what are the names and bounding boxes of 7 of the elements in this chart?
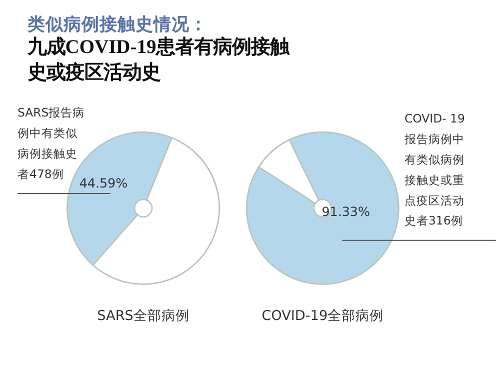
data-label: 91.33% [322, 204, 370, 219]
text: SARS全部病例 [97, 308, 190, 324]
data-label: 44.59% [79, 175, 128, 190]
chart-subtitle: 九成COVID-19患者有病例接触史或疫区活动史 [26, 36, 290, 84]
text: COVID- 19报告病例中有类似病例接触史或重点疫区活动史者316例 [403, 111, 465, 228]
chart-title: 类似病例接触史情况： [26, 14, 208, 35]
text: COVID-19全部病例 [262, 308, 384, 324]
